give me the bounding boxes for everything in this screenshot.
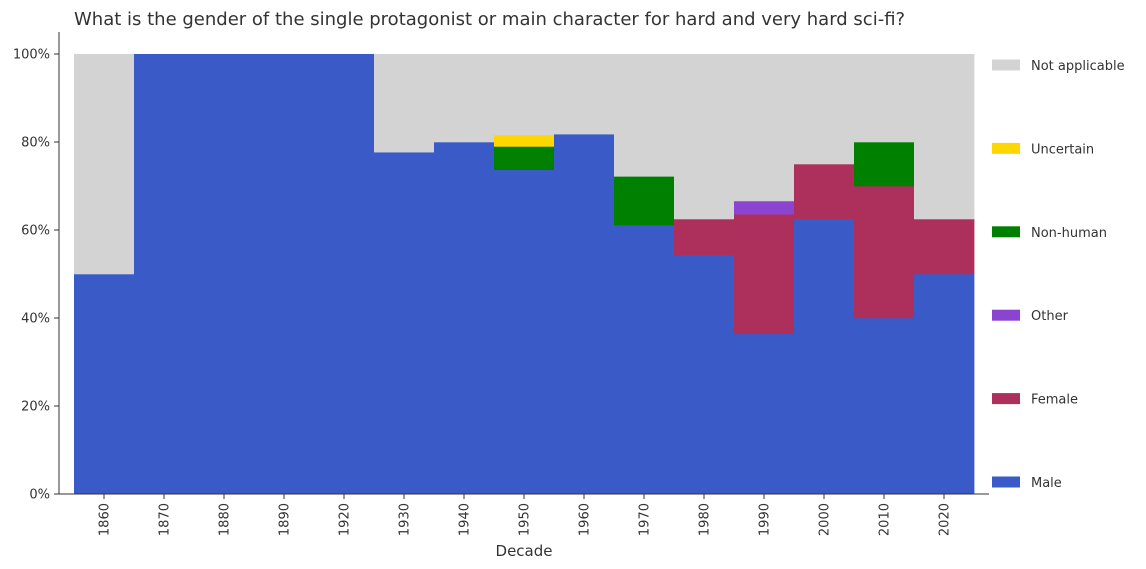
bar-segment-1870-male xyxy=(134,54,195,495)
bar-segment-1990-female xyxy=(734,214,795,335)
bar-segment-2020-female xyxy=(914,219,975,275)
bar-segment-1950-male xyxy=(494,169,555,495)
x-tick-label: 1990 xyxy=(758,503,773,536)
bar-segment-1940-not-applicable xyxy=(434,54,495,143)
y-tick-label: 60% xyxy=(21,224,50,239)
legend-swatch-other xyxy=(992,309,1020,321)
x-tick-label: 1960 xyxy=(578,503,593,536)
x-tick-label: 2000 xyxy=(818,503,833,536)
bar-segment-1880-male xyxy=(194,54,255,495)
x-tick-label: 1980 xyxy=(698,503,713,536)
bar-segment-1990-other xyxy=(734,200,795,215)
legend-label: Uncertain xyxy=(1031,142,1094,157)
x-axis-label: Decade xyxy=(496,542,553,560)
legend: Not applicable Uncertain Non-human Other Fem… xyxy=(992,59,1125,491)
legend-swatch-uncertain xyxy=(992,142,1020,154)
bar-segment-2020-male xyxy=(914,274,975,495)
bar-segment-1860-male xyxy=(74,274,135,495)
bar-segment-1990-not-applicable xyxy=(734,54,795,202)
legend-label: Male xyxy=(1031,476,1062,491)
bar-segment-2010-female xyxy=(854,186,915,319)
y-tick-label: 0% xyxy=(29,488,50,503)
bar-segment-1940-male xyxy=(434,142,495,495)
bars-group xyxy=(74,54,975,495)
bar-segment-1950-uncertain xyxy=(494,134,555,147)
bar-segment-1960-not-applicable xyxy=(554,54,615,135)
legend-label: Not applicable xyxy=(1031,59,1125,74)
legend-label: Female xyxy=(1031,393,1078,408)
bar-segment-1930-male xyxy=(374,152,435,495)
bar-segment-1970-non-human xyxy=(614,176,675,226)
bar-segment-1980-female xyxy=(674,219,735,256)
x-tick-label: 1890 xyxy=(278,503,293,536)
x-tick-label: 1950 xyxy=(518,503,533,536)
bar-segment-1950-not-applicable xyxy=(494,54,555,136)
bar-segment-1920-male xyxy=(314,54,375,495)
bar-segment-1980-not-applicable xyxy=(674,54,735,220)
bar-segment-2000-not-applicable xyxy=(794,54,855,165)
bar-segment-2010-male xyxy=(854,318,915,495)
y-tick-label: 100% xyxy=(13,48,50,63)
legend-swatch-male xyxy=(992,476,1020,488)
bar-segment-2010-not-applicable xyxy=(854,54,915,143)
x-tick-label: 1970 xyxy=(638,503,653,536)
legend-label: Other xyxy=(1031,309,1069,324)
bar-segment-2020-not-applicable xyxy=(914,54,975,220)
bar-segment-1960-male xyxy=(554,134,615,495)
bar-segment-1930-not-applicable xyxy=(374,54,435,153)
bar-segment-2000-male xyxy=(794,219,855,495)
x-tick-label: 1920 xyxy=(338,503,353,536)
bar-segment-1980-male xyxy=(674,255,735,495)
bar-segment-2010-non-human xyxy=(854,142,915,187)
x-tick-label: 1870 xyxy=(158,503,173,536)
bar-segment-1970-not-applicable xyxy=(614,54,675,177)
legend-swatch-not-applicable xyxy=(992,59,1020,71)
legend-label: Non-human xyxy=(1031,226,1107,241)
y-tick-label: 80% xyxy=(21,136,50,151)
bar-segment-1950-non-human xyxy=(494,146,555,171)
x-tick-label: 1940 xyxy=(458,503,473,536)
x-tick-label: 1930 xyxy=(398,503,413,536)
bar-segment-1990-male xyxy=(734,333,795,495)
y-tick-label: 20% xyxy=(21,400,50,415)
axes-group: 0% 20% 40% 60% 80% 100% 1860 1870 1880 1890 1920 19… xyxy=(13,32,989,536)
legend-swatch-female xyxy=(992,393,1020,405)
bar-segment-1860-not-applicable xyxy=(74,54,135,275)
x-tick-label: 2020 xyxy=(938,503,953,536)
x-tick-label: 2010 xyxy=(878,503,893,536)
bar-segment-1890-male xyxy=(254,54,315,495)
chart-title: What is the gender of the single protago… xyxy=(74,9,905,30)
x-tick-label: 1860 xyxy=(98,503,113,536)
bar-segment-1970-male xyxy=(614,225,675,495)
bar-segment-2000-female xyxy=(794,164,855,220)
legend-swatch-non-human xyxy=(992,226,1020,238)
x-tick-label: 1880 xyxy=(218,503,233,536)
y-tick-label: 40% xyxy=(21,312,50,327)
